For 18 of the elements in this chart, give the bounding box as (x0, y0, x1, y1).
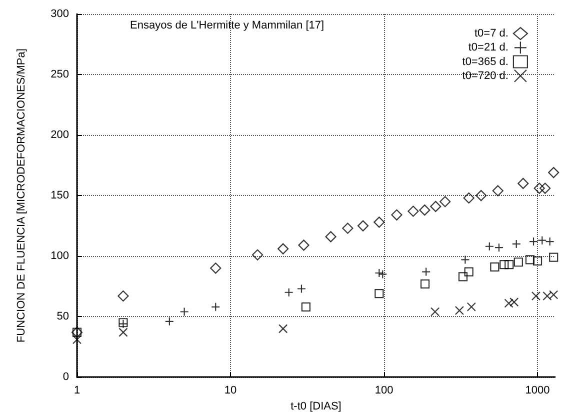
legend-label: t0=720 d. (462, 70, 508, 82)
legend-label: t0=7 d. (474, 28, 508, 40)
y-tick-label: 50 (56, 310, 69, 323)
y-tick-label: 300 (50, 8, 69, 20)
x-tick-label: 1000 (525, 384, 550, 397)
y-tick-label: 200 (50, 129, 69, 142)
y-axis-title: FUNCION DE FLUENCIA [MICRODEFORMACIONES/MPa] (16, 48, 28, 343)
y-tick-label: 0 (62, 371, 69, 384)
y-tick-label: 150 (50, 190, 69, 202)
x-tick-label: 10 (224, 384, 237, 397)
x-tick-label: 100 (374, 384, 394, 397)
annotation: Ensayos de L'Hermitte y Mammilan [17] (130, 20, 324, 32)
x-axis-title: t-t0 [DIAS] (290, 400, 342, 412)
legend-label: t0=365 d. (462, 56, 508, 68)
legend-label: t0=21 d. (468, 42, 508, 54)
x-tick-label: 1 (74, 384, 80, 397)
y-tick-label: 250 (50, 68, 69, 81)
y-tick-label: 100 (50, 250, 69, 262)
